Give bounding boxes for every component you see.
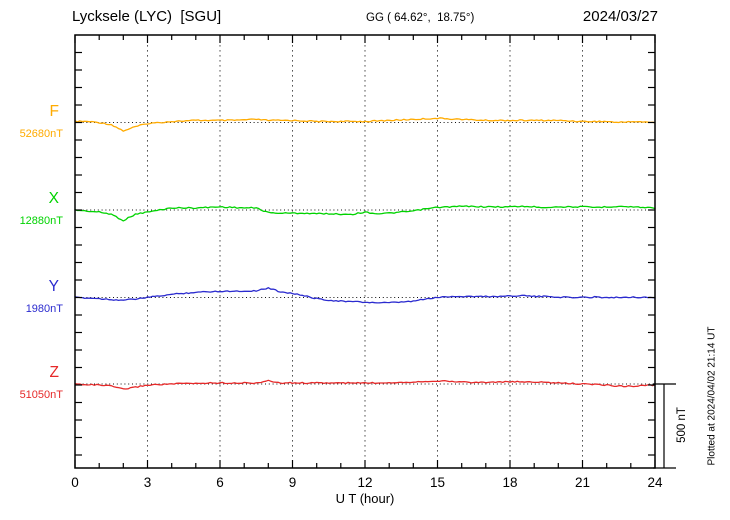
x-gridlines [147,35,583,468]
channel-label-F: F [49,102,59,120]
x-tick-label: 15 [429,475,446,490]
x-axis-label: U T (hour) [335,491,395,506]
x-tick-label: 18 [502,475,518,490]
station-title: Lycksele (LYC) [SGU] [72,8,222,25]
x-tick-label: 24 [647,475,663,490]
scale-bar-label: 500 nT [676,407,688,443]
x-tick-label: 0 [71,475,79,490]
plotted-at-timestamp: Plotted at 2024/04/02 21:14 UT [706,326,718,466]
trace-F [74,117,656,132]
geo-coordinates: GG ( 64.62°, 18.75°) [366,12,475,24]
channel-baselines [75,122,655,385]
x-tick-label: 6 [216,475,224,490]
scale-bar [653,383,676,469]
amplitude-ticks [75,51,655,456]
channel-label-Z: Z [49,364,59,381]
channel-label-Y: Y [48,277,59,295]
trace-X [74,205,656,222]
x-tick-label: 9 [288,475,297,490]
x-tick-label: 12 [357,475,373,490]
channel-label-X: X [48,190,59,207]
x-tick-label: 21 [574,475,591,490]
trace-Y [74,287,656,304]
channel-baseline-value-Z: 51050nT [19,389,63,401]
channel-baseline-value-F: 52680nT [19,127,63,140]
trace-Z [74,379,656,390]
hour-ticks [74,35,656,468]
x-tick-label: 3 [143,475,152,490]
channel-baseline-value-X: 12880nT [19,215,63,227]
channel-baseline-value-Y: 1980nT [25,302,63,315]
plot-date: 2024/03/27 [582,8,658,25]
